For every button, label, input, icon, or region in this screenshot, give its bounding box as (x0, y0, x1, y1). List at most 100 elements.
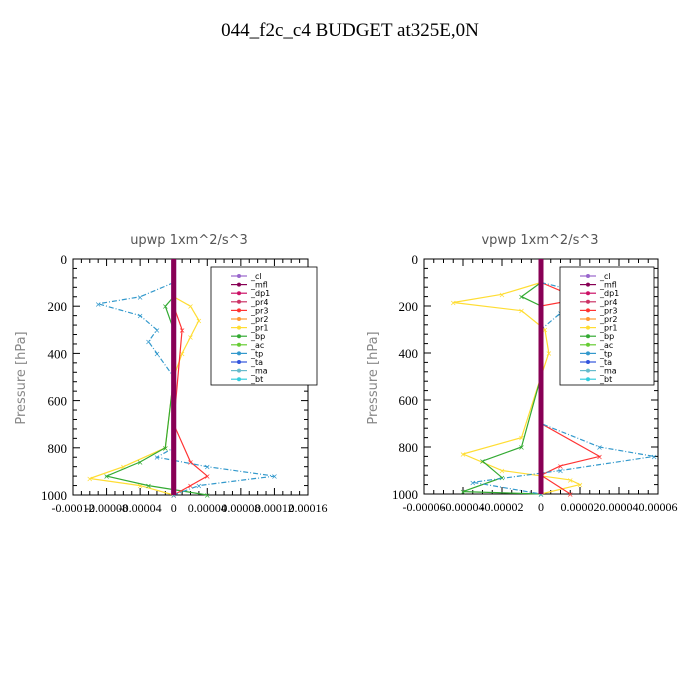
data-point-tp: × (95, 300, 102, 309)
y-tick-label: 1000 (41, 488, 67, 503)
legend-label: _pr4 (599, 298, 617, 307)
data-point-pr3: × (187, 482, 194, 491)
y-tick-label: 800 (399, 440, 419, 455)
data-point-pr1: × (518, 434, 525, 443)
data-point-tp: × (538, 490, 545, 499)
data-point-tp: × (196, 482, 203, 491)
panel-title-vpwp: vpwp 1xm^2/s^3 (481, 233, 598, 248)
data-point-pr3: × (204, 472, 211, 481)
legend-marker (586, 351, 590, 356)
legend-marker (237, 377, 241, 382)
x-tick-label: 0.00002 (561, 500, 600, 514)
legend-marker (586, 299, 590, 304)
legend-marker (586, 360, 590, 364)
legend-marker (586, 334, 590, 339)
data-point-tp: × (204, 463, 211, 472)
data-point-pr1: × (545, 349, 552, 358)
legend-label: _ta (599, 358, 612, 367)
legend-label: _pr2 (599, 315, 617, 324)
data-point-bp: × (518, 443, 525, 452)
y-tick-label: 200 (399, 299, 419, 314)
chart-panel-upwp: upwp 1xm^2/s^3 Pressure [hPa] 0 200 400 600… (14, 233, 328, 515)
legend-marker (586, 377, 590, 382)
y-axis-label-vpwp: Pressure [hPa] (366, 331, 381, 424)
legend-box (559, 266, 655, 386)
legend-label: _cl (599, 272, 611, 281)
legend-label: _bp (250, 332, 265, 341)
data-point-pr1: × (187, 302, 194, 311)
data-point-tp: × (154, 326, 161, 335)
data-point-bp: × (137, 458, 144, 467)
data-point-bp: × (499, 474, 506, 483)
data-point-pr1: × (577, 481, 584, 490)
y-tick-label: 600 (399, 393, 419, 408)
y-tick-label: 0 (61, 252, 68, 267)
legend-marker (237, 360, 241, 364)
plot-area-vpwp: 0 200 400 600 800 1000-0.00006-0.00004-0.0000… (392, 252, 678, 514)
x-tick-label: 0.00004 (188, 501, 227, 515)
x-tick-label: -0.00004 (442, 500, 485, 514)
data-point-pr1: × (499, 467, 506, 476)
data-point-pr1: × (567, 476, 574, 485)
x-tick-label: -0.00002 (481, 500, 524, 514)
y-tick-label: 400 (48, 346, 68, 361)
data-point-bp: × (103, 472, 110, 481)
legend-marker (586, 325, 590, 330)
data-point-tp: × (469, 478, 476, 487)
legend-label: _pr3 (250, 306, 268, 315)
legend-marker (586, 274, 590, 278)
plot-area-upwp: 0 200 400 600 800 1000-0.00012-0.00008-0.0000… (41, 252, 328, 515)
legend-label: _pr2 (250, 315, 268, 324)
x-tick-label: -0.00012 (52, 501, 95, 515)
legend-marker (237, 299, 241, 304)
data-point-tp: × (651, 452, 658, 461)
legend-label: _ac (599, 341, 613, 350)
legend-label: _bp (599, 332, 614, 341)
legend-marker (237, 291, 241, 296)
legend-marker (237, 282, 241, 287)
legend-marker (237, 334, 241, 339)
x-tick-label: 0 (538, 500, 544, 514)
legend-box (210, 266, 318, 386)
data-point-pr3: × (567, 490, 574, 499)
data-point-tp: × (271, 472, 278, 481)
data-point-pr1: × (450, 298, 457, 307)
legend-label: _ma (250, 367, 268, 376)
legend-label: _mfl (599, 281, 617, 290)
legend-marker (586, 282, 590, 287)
data-point-pr1: × (187, 333, 194, 342)
data-point-pr3: × (179, 326, 186, 335)
legend-label: _ac (250, 341, 264, 350)
y-tick-label: 600 (48, 394, 68, 409)
legend-label: _mfl (250, 281, 268, 290)
series-line-bp (104, 282, 208, 496)
legend-marker (237, 274, 241, 278)
legend-marker (237, 351, 241, 356)
y-tick-label: 1000 (392, 487, 418, 502)
data-point-pr1: × (542, 326, 549, 335)
series-line-pr1 (89, 282, 200, 496)
data-point-pr1: × (538, 490, 545, 499)
data-point-tp: × (137, 293, 144, 302)
x-tick-label: 0.00008 (221, 501, 260, 515)
legend-marker (237, 325, 241, 330)
data-point-bp: × (162, 302, 169, 311)
data-point-pr3: × (187, 458, 194, 467)
x-tick-label: 0.00004 (600, 500, 639, 514)
series-line-bp (462, 282, 542, 495)
legend-label: _dp1 (599, 289, 619, 298)
legend-marker (586, 368, 590, 373)
data-point-pr3: × (596, 452, 603, 461)
data-point-tp: × (170, 491, 177, 500)
data-point-tp: × (137, 312, 144, 321)
data-point-tp: × (154, 453, 161, 462)
legend-marker (586, 342, 590, 347)
legend-label: _dp1 (250, 289, 270, 298)
data-point-pr1: × (86, 474, 93, 483)
data-point-bp: × (162, 444, 169, 453)
legend-marker (586, 291, 590, 296)
legend-label: _tp (250, 349, 263, 358)
legend-label: _pr3 (599, 306, 617, 315)
y-tick-label: 200 (48, 299, 68, 314)
data-point-pr1: × (137, 482, 144, 491)
